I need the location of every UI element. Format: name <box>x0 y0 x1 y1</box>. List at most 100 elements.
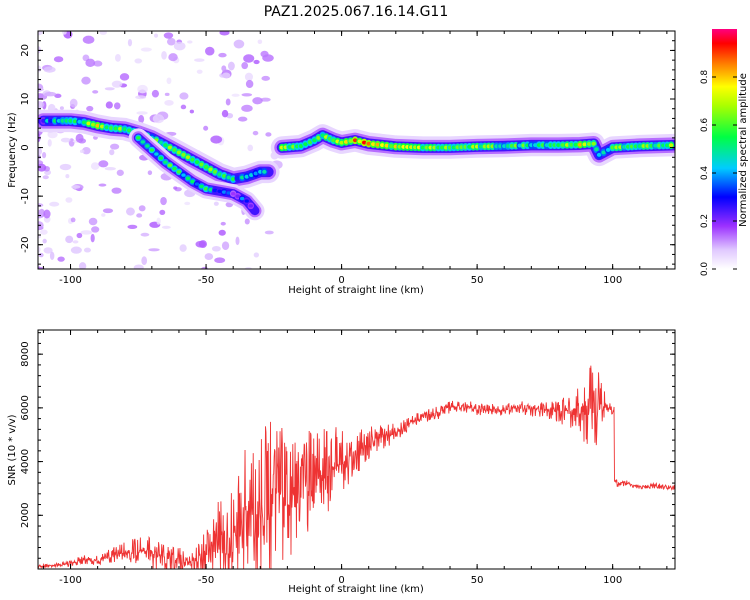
noise-speck <box>260 50 269 58</box>
noise-speck <box>243 54 255 63</box>
noise-speck <box>220 221 226 226</box>
noise-speck <box>116 169 124 176</box>
fm-ridge-core <box>203 165 209 169</box>
snr-x-label: Height of straight line (km) <box>288 584 424 595</box>
noise-speck <box>225 98 231 106</box>
noise-speck <box>133 264 144 269</box>
colorbar-tick-label: 0.0 <box>700 262 710 277</box>
noise-speck <box>38 87 45 92</box>
carrier-ridge-core <box>366 141 371 146</box>
snr-x-tick-label: 50 <box>471 575 484 586</box>
snr-y-label: SNR (10 * v/v) <box>7 414 18 485</box>
noise-speck <box>53 56 64 63</box>
noise-speck <box>252 130 259 136</box>
spectrogram-y-ticks: -20 -10 0 10 20 <box>20 30 675 265</box>
noise-speck <box>38 234 42 239</box>
fm-ridge-core <box>262 169 267 174</box>
noise-speck <box>136 213 143 218</box>
carrier-ridge-core <box>573 142 578 147</box>
noise-speck <box>152 114 165 124</box>
fm-ridge-core <box>68 118 73 123</box>
fm-ridge-core <box>108 126 114 131</box>
noise-speck <box>160 196 167 206</box>
noise-speck <box>204 253 214 260</box>
noise-speck <box>264 230 274 235</box>
noise-speck <box>38 163 47 172</box>
noise-speck <box>81 76 91 85</box>
fm-branch-core <box>136 136 141 140</box>
noise-speck <box>76 232 83 239</box>
noise-speck <box>38 46 41 54</box>
carrier-ridge-core <box>380 143 385 148</box>
fm-ridge-core <box>253 171 258 176</box>
noise-speck <box>161 50 167 60</box>
fm-branch-core <box>226 191 231 195</box>
fm-branch-core <box>212 188 218 193</box>
noise-speck <box>252 97 263 105</box>
carrier-ridge-core <box>384 143 389 148</box>
noise-speck <box>221 109 229 118</box>
noise-speck <box>196 69 203 74</box>
noise-speck <box>65 173 70 179</box>
colorbar-gradient <box>712 29 737 269</box>
fm-branch-core <box>163 160 168 164</box>
noise-speck <box>119 73 130 81</box>
noise-speck <box>168 53 178 62</box>
fm-branch-core <box>167 163 173 168</box>
noise-speck <box>219 31 230 36</box>
spectrogram-frame <box>37 30 676 270</box>
noise-speck <box>104 87 115 91</box>
noise-speck <box>49 201 60 207</box>
spectral-ridge-layer <box>38 109 675 221</box>
carrier-ridge-core <box>668 143 674 148</box>
noise-speck <box>38 209 44 218</box>
fm-ridge-core <box>118 126 123 131</box>
fm-ridge-core <box>72 119 78 124</box>
snr-frame <box>37 329 676 570</box>
colorbar-label: Normalized spectral amplitude <box>738 73 749 227</box>
fm-ridge-core <box>230 177 236 182</box>
noise-speck <box>221 65 227 72</box>
fm-branch-core <box>199 184 204 189</box>
noise-speck <box>47 139 52 147</box>
noise-speck <box>111 80 123 88</box>
noise-speck <box>173 41 186 51</box>
noise-speck <box>194 58 205 62</box>
carrier-ridge-core <box>307 140 313 145</box>
spectrogram-y-tick-label: 20 <box>20 44 31 57</box>
fm-ridge-core <box>208 167 213 172</box>
fm-branch-core <box>158 156 164 160</box>
carrier-ridge-core <box>582 142 587 147</box>
carrier-ridge-core <box>316 135 321 140</box>
noise-speck <box>42 175 49 180</box>
carrier-ridge-core <box>601 150 606 155</box>
fm-ridge-core <box>185 155 191 160</box>
noise-speck <box>78 262 87 269</box>
noise-speck <box>218 229 226 236</box>
carrier-ridge-core <box>596 152 602 157</box>
noise-speck <box>244 218 250 225</box>
fm-branch-core <box>172 166 177 171</box>
carrier-ridge-core <box>375 142 380 147</box>
carrier-ridge-core <box>564 142 570 147</box>
carrier-ridge-core <box>312 138 317 143</box>
snr-y-ticks: 2000 4000 6000 8000 <box>20 332 675 570</box>
carrier-ridge-core <box>343 139 349 144</box>
noise-speck <box>98 183 107 187</box>
noise-speck <box>257 39 263 45</box>
noise-speck <box>72 240 79 244</box>
noise-speck <box>161 225 171 229</box>
noise-speck <box>54 93 62 99</box>
noise-speck <box>61 31 67 35</box>
fm-ridge-core <box>81 120 87 125</box>
noise-speck <box>164 92 170 97</box>
noise-speck <box>187 40 193 44</box>
noise-speck <box>166 37 176 46</box>
carrier-ridge-core <box>361 140 367 145</box>
noise-speck <box>38 252 44 258</box>
noise-speck <box>198 240 207 249</box>
colorbar-tick-label: 0.6 <box>700 118 710 133</box>
carrier-ridge-core <box>389 144 394 149</box>
spectrogram-x-tick-label: 0 <box>338 275 344 286</box>
noise-speck <box>241 62 249 70</box>
